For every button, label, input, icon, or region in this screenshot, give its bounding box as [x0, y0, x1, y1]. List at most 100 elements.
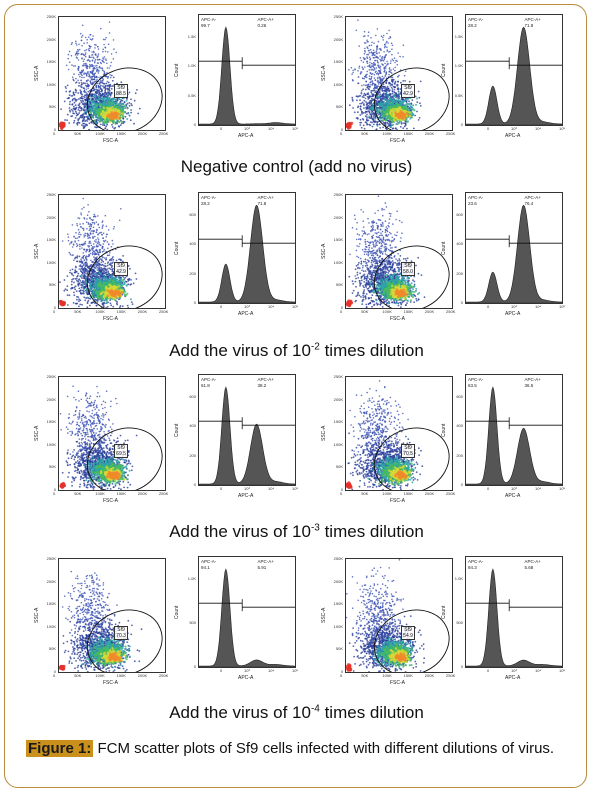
histogram-plot [198, 192, 296, 304]
gate-percent: 70.5 [403, 450, 413, 457]
x-tick-label: 0 [487, 668, 490, 673]
apc-positive-name: APC-A+ [257, 377, 274, 382]
y-tick-label: 0 [460, 482, 463, 487]
x-tick-label: 10³ [511, 304, 517, 309]
y-tick-label: 50K [335, 646, 343, 652]
x-tick-label: 0 [220, 486, 223, 491]
x-tick-label: 10⁵ [559, 486, 566, 491]
x-axis-label: FSC-A [103, 316, 118, 322]
histogram-area [199, 386, 295, 485]
y-tick-label: 200K [333, 578, 343, 584]
x-tick-label: 250K [446, 491, 456, 496]
y-axis-label: SSC-A [34, 243, 40, 259]
x-tick-label: 250K [159, 309, 169, 314]
y-tick-label: 150K [333, 601, 343, 607]
y-tick-label: 0 [193, 482, 196, 487]
x-tick-label: 0 [340, 131, 343, 136]
y-tick-label: 200K [46, 396, 56, 402]
y-axis-label: SSC-A [321, 243, 327, 259]
apc-positive-name: APC-A+ [257, 559, 274, 564]
x-tick-label: 150K [403, 309, 413, 314]
y-tick-label: 200 [456, 270, 463, 276]
gate-percent: 54.9 [403, 632, 413, 639]
y-tick-label: 50K [335, 464, 343, 470]
x-tick-label: 50K [74, 491, 82, 496]
y-tick-label: 200K [46, 36, 56, 42]
gate-name: Sf9 [404, 444, 412, 451]
apc-negative-name: APC-A- [201, 377, 217, 382]
gate-name: Sf9 [117, 262, 125, 269]
histogram-plot [198, 556, 296, 668]
y-tick-label: 200K [46, 578, 56, 584]
gate-name: Sf9 [117, 626, 125, 633]
histogram-area [466, 204, 562, 303]
histogram-area [466, 386, 562, 485]
row-caption-2: Add the virus of 10-2 times dilution [169, 341, 424, 360]
x-tick-label: 10⁵ [292, 668, 299, 673]
x-tick-label: 10⁴ [535, 304, 542, 309]
histogram-area [466, 26, 562, 125]
apc-positive-label: APC-A+ 0.26 [258, 17, 274, 29]
y-tick-label: 100K [46, 259, 56, 265]
scatter-density-svg [346, 19, 450, 130]
apc-positive-label: APC-A+ 38.2 [258, 377, 274, 389]
apc-positive-value: 71.8 [257, 201, 267, 206]
x-tick-label: 10³ [511, 126, 517, 131]
y-axis-label: SSC-A [321, 425, 327, 441]
y-tick-label: 1.0K [454, 63, 463, 69]
x-tick-label: 250K [446, 131, 456, 136]
histogram-area [199, 568, 295, 667]
y-tick-label: 1.0K [187, 63, 196, 69]
y-tick-label: 0 [460, 300, 463, 305]
y-axis-label: SSC-A [34, 607, 40, 623]
y-tick-label: 150K [46, 237, 56, 243]
apc-positive-name: APC-A+ [524, 195, 541, 200]
y-tick-label: 100K [333, 259, 343, 265]
sf9-gate-ellipse [373, 427, 450, 490]
y-tick-label: 0 [193, 300, 196, 305]
scatter-plot [345, 16, 453, 131]
scatter-plot [345, 558, 453, 673]
apc-negative-label: APC-A- 28.2 [201, 195, 216, 207]
y-tick-label: 100K [46, 441, 56, 447]
y-tick-label: 100K [333, 441, 343, 447]
histogram-area [466, 568, 562, 667]
y-tick-label: 250K [333, 192, 343, 197]
x-axis-label: APC-A [238, 133, 254, 139]
y-tick-label: 200 [189, 270, 196, 276]
sf9-gate-ellipse [86, 609, 163, 672]
scatter-density-svg [346, 559, 450, 672]
x-tick-label: 0 [487, 304, 490, 309]
x-axis-label: APC-A [505, 675, 521, 681]
gate-name: Sf9 [404, 262, 412, 269]
x-tick-label: 10⁵ [559, 304, 566, 309]
apc-positive-name: APC-A+ [257, 195, 274, 200]
scatter-plot [345, 194, 453, 309]
y-tick-label: 50K [48, 104, 56, 110]
scatter-plot [58, 376, 166, 491]
scatter-plot [58, 16, 166, 131]
apc-positive-value: 5.68 [524, 565, 534, 570]
histogram-svg [199, 26, 295, 125]
histogram-area [199, 204, 295, 303]
y-axis-label: Count [174, 241, 180, 255]
figure-caption-text: FCM scatter plots of Sf9 cells infected … [97, 740, 555, 757]
apc-positive-name: APC-A+ [524, 377, 541, 382]
x-tick-label: 150K [116, 131, 126, 136]
apc-negative-label: APC-A- 63.5 [468, 377, 483, 389]
y-tick-label: 500 [456, 620, 463, 625]
x-tick-label: 200K [137, 673, 148, 678]
x-tick-label: 200K [424, 309, 435, 314]
figure-caption: Figure 1: FCM scatter plots of Sf9 cells… [26, 738, 566, 760]
x-tick-label: 150K [116, 491, 126, 496]
gate-label: Sf9 54.9 [401, 625, 415, 640]
y-axis-label: Count [174, 63, 180, 77]
y-tick-label: 50K [335, 282, 343, 288]
y-tick-label: 0 [340, 487, 343, 492]
x-tick-label: 50K [361, 491, 369, 496]
x-tick-label: 10⁵ [292, 126, 299, 131]
y-tick-label: 0.5K [187, 92, 196, 98]
gate-percent: 42.9 [116, 268, 126, 275]
apc-positive-name: APC-A+ [257, 17, 274, 22]
apc-negative-label: APC-A- 99.7 [201, 17, 216, 29]
